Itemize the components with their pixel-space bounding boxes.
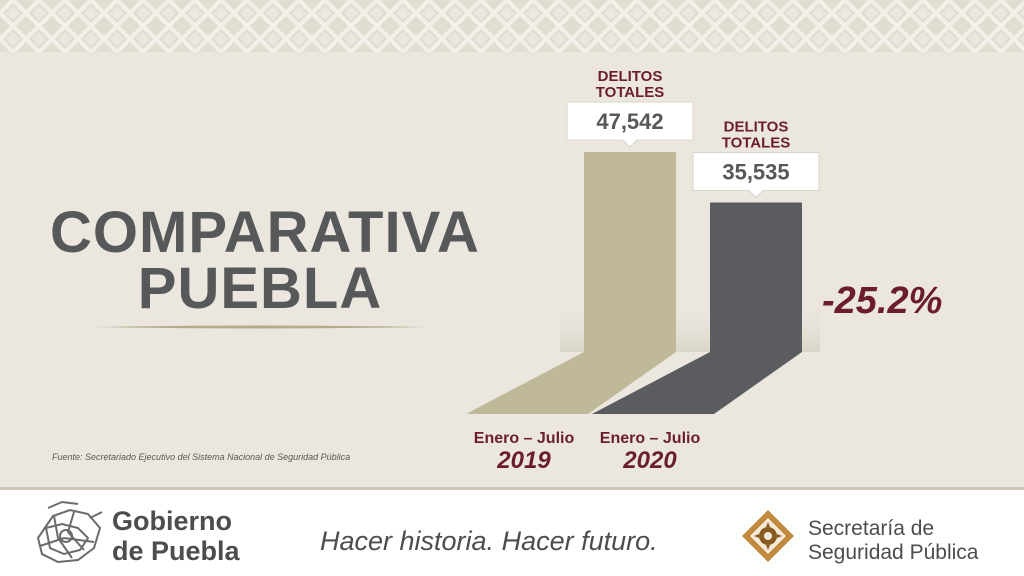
bar-2019 <box>584 152 676 352</box>
title-underline <box>95 325 425 329</box>
source-note: Fuente: Secretariado Ejecutivo del Siste… <box>52 452 351 462</box>
bar-2020 <box>710 202 802 352</box>
category-label-2019: 2019 <box>496 447 551 474</box>
bar-header-line-1-2019: DELITOS <box>598 68 663 85</box>
value-label-2019: 47,542 <box>596 109 663 134</box>
title-line-1: COMPARATIVA <box>50 200 480 265</box>
ssp-name-line-1: Secretaría de <box>808 517 935 540</box>
value-label-2020: 35,535 <box>722 160 789 185</box>
title-line-2: PUEBLA <box>137 256 383 321</box>
category-label-2020: 2020 <box>622 447 677 474</box>
bar-floor-2020 <box>592 352 802 414</box>
category-sublabel-2020: Enero – Julio <box>600 430 701 447</box>
category-sublabel-2019: Enero – Julio <box>474 430 575 447</box>
percent-change-label: -25.2% <box>822 280 943 322</box>
ssp-seal-icon <box>742 510 794 562</box>
bar-header-line-2-2019: TOTALES <box>596 84 665 101</box>
bar-header-line-1-2020: DELITOS <box>724 119 789 136</box>
gobierno-name-line-1: Gobierno <box>112 506 232 536</box>
gobierno-name-line-2: de Puebla <box>112 536 240 566</box>
bar-floor-2019 <box>466 352 676 414</box>
gobierno-puebla-logo <box>36 500 103 564</box>
value-label-box-2019 <box>566 101 694 148</box>
decorative-pattern-band <box>0 0 1024 52</box>
slogan: Hacer historia. Hacer futuro. <box>320 526 658 556</box>
ssp-name-line-2: Seguridad Pública <box>808 541 979 564</box>
footer: Gobierno de Puebla Hacer historia. Hacer… <box>0 487 1024 576</box>
value-label-box-2020 <box>692 152 820 199</box>
bar-header-line-2-2020: TOTALES <box>722 135 791 152</box>
